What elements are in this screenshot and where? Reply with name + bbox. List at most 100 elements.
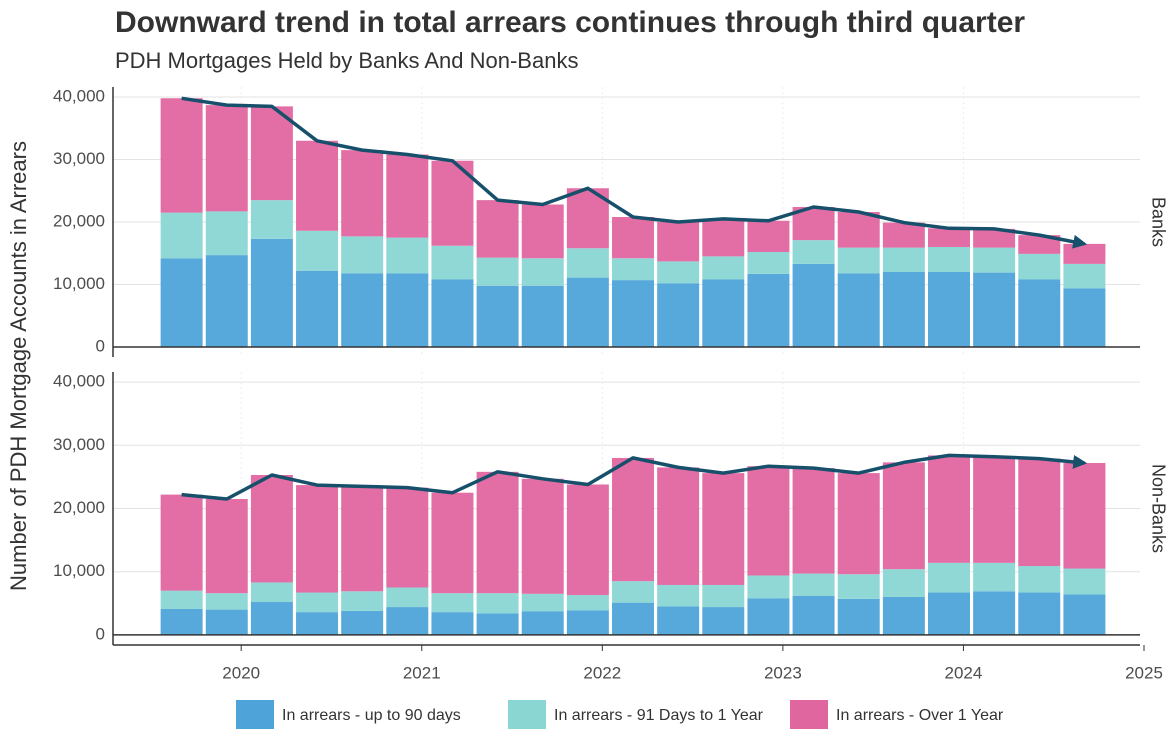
bar-segment (1063, 263, 1106, 289)
bar-segment (250, 582, 293, 603)
bar-segment (1018, 235, 1061, 254)
bar-segment (250, 200, 293, 239)
y-tick-label: 40,000 (53, 86, 105, 105)
bar-segment (431, 612, 474, 635)
bar-segment (296, 270, 339, 347)
bar-segment (837, 598, 880, 635)
bar-segment (160, 608, 203, 635)
bar-segment (566, 277, 609, 347)
bar-segment (973, 228, 1016, 248)
y-tick-label: 40,000 (53, 372, 105, 391)
x-tick-label: 2024 (945, 663, 983, 682)
y-tick-label: 0 (96, 624, 105, 643)
bar-segment (973, 456, 1016, 563)
legend-item: In arrears - up to 90 days (236, 700, 461, 729)
bar-segment (882, 247, 925, 272)
bar-segment (792, 468, 835, 574)
bar-segment (566, 610, 609, 635)
y-tick-label: 20,000 (53, 498, 105, 517)
chart-subtitle: PDH Mortgages Held by Banks And Non-Bank… (115, 48, 578, 73)
bar-segment (1018, 253, 1061, 280)
bar-segment (612, 280, 655, 347)
bar-segment (973, 247, 1016, 273)
trend-line (181, 453, 1088, 501)
bar-segment (386, 273, 429, 347)
bar-segment (928, 562, 970, 593)
bar-segment (1063, 288, 1106, 347)
bar-segment (792, 263, 835, 347)
bar-segment (250, 238, 293, 347)
bar-segment (837, 247, 880, 274)
bar-segment (521, 593, 564, 612)
legend-label: In arrears - 91 Days to 1 Year (554, 707, 764, 724)
bar-segment (702, 256, 745, 280)
bar-segment (928, 455, 970, 563)
bar-segment (928, 247, 970, 272)
bar-segment (341, 610, 384, 635)
bar-segment (657, 283, 700, 347)
bar-segment (612, 581, 655, 603)
bar-segment (702, 473, 745, 585)
bar-segment (657, 606, 700, 635)
legend-item: In arrears - 91 Days to 1 Year (508, 700, 764, 729)
bar-segment (250, 602, 293, 635)
bar-segment (837, 574, 880, 599)
bar-segment (386, 487, 429, 588)
bar-segment (1018, 592, 1061, 635)
y-tick-label: 10,000 (53, 274, 105, 293)
bar-segment (250, 475, 293, 583)
y-tick-label: 30,000 (53, 149, 105, 168)
bar-segment (792, 595, 835, 635)
bar-segment (341, 150, 384, 237)
bar-segment (296, 612, 339, 635)
bar-segment (521, 204, 564, 259)
bar-segment (1063, 463, 1106, 569)
facet-label: Non-Banks (1148, 464, 1168, 553)
bar-segment (657, 261, 700, 284)
bar-segment (1063, 594, 1106, 635)
bar-segment (521, 285, 564, 347)
bar-segment (296, 140, 339, 231)
bar-segment (296, 485, 339, 593)
facet-label: Banks (1148, 197, 1168, 247)
bar-segment (476, 285, 519, 347)
bar-segment (476, 593, 519, 614)
y-tick-label: 0 (96, 336, 105, 355)
bar-segment (160, 590, 203, 609)
legend-swatch (236, 700, 274, 729)
y-tick-label: 10,000 (53, 561, 105, 580)
bar-segment (882, 462, 925, 570)
bar-segment (476, 471, 519, 594)
bar-segment (747, 575, 790, 599)
bar-segment (928, 592, 970, 635)
bar-segment (1018, 279, 1061, 347)
bar-segment (702, 607, 745, 635)
bar-segment (747, 273, 790, 347)
bar-segment (837, 473, 880, 575)
bar-segment (747, 220, 790, 252)
bar-segment (205, 105, 248, 212)
bar-segment (747, 466, 790, 576)
legend-label: In arrears - up to 90 days (282, 707, 461, 724)
bar-segment (160, 258, 203, 347)
bar-segment (702, 584, 745, 608)
bar-segment (341, 591, 384, 611)
bar-segment (928, 272, 970, 347)
bar-segment (476, 613, 519, 635)
bar-segment (341, 236, 384, 274)
bar-segment (296, 230, 339, 271)
bar-segment (882, 222, 925, 248)
bar-segment (250, 106, 293, 201)
y-tick-label: 30,000 (53, 435, 105, 454)
bar-segment (431, 245, 474, 280)
bar-segment (205, 211, 248, 256)
x-tick-label: 2023 (764, 663, 802, 682)
bar-segment (702, 218, 745, 257)
y-tick-label: 20,000 (53, 211, 105, 230)
bar-segment (566, 595, 609, 611)
bar-segment (973, 272, 1016, 347)
bar-segment (612, 258, 655, 281)
bar-segment (973, 562, 1016, 592)
bar-segment (205, 255, 248, 347)
legend-swatch (508, 700, 546, 729)
